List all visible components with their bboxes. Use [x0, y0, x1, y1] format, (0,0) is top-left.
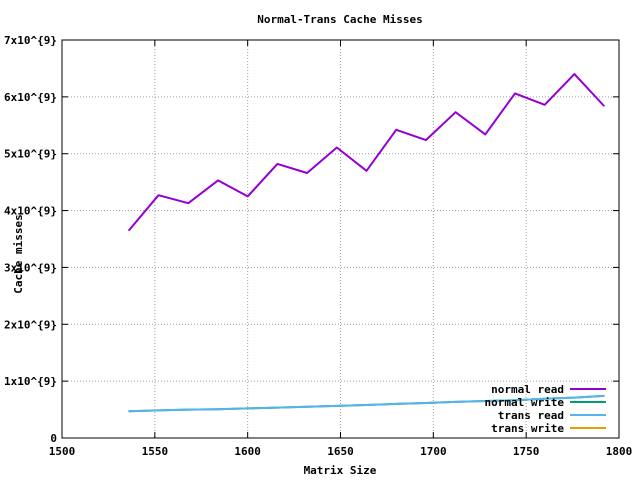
data-point-normal-read — [425, 139, 427, 141]
y-tick-label: 6x10^{9} — [4, 91, 57, 104]
data-point-normal-read — [484, 133, 486, 135]
x-tick-label: 1600 — [234, 445, 261, 458]
data-point-trans-read — [365, 404, 368, 406]
data-point-normal-read — [395, 129, 397, 131]
data-point-trans-read — [247, 407, 249, 410]
y-tick-label: 4x10^{9} — [4, 205, 57, 218]
y-tick-label: 7x10^{9} — [4, 34, 57, 47]
x-tick-label: 1650 — [327, 445, 354, 458]
y-tick-label: 3x10^{9} — [4, 261, 57, 274]
data-point-trans-read — [455, 401, 457, 403]
data-point-trans-read — [514, 399, 516, 401]
data-point-trans-read — [187, 408, 189, 411]
data-point-normal-read — [276, 163, 278, 165]
legend-label-normal-read: normal read — [491, 383, 564, 396]
data-point-normal-read — [247, 195, 249, 197]
data-point-trans-read — [573, 397, 576, 399]
x-tick-label: 1500 — [49, 445, 76, 458]
series-line-normal-read — [128, 73, 605, 232]
y-axis-label: Cache misses — [12, 214, 25, 293]
data-point-normal-read — [573, 73, 576, 75]
y-tick-label: 2x10^{9} — [4, 318, 57, 331]
data-point-normal-read — [544, 104, 546, 106]
data-point-trans-read — [603, 395, 605, 397]
data-point-trans-read — [544, 398, 546, 400]
data-point-normal-read — [514, 92, 516, 95]
x-axis-label: Matrix Size — [304, 464, 377, 477]
data-point-trans-read — [276, 406, 278, 409]
legend-label-trans-read: trans read — [498, 409, 564, 422]
data-point-normal-read — [217, 179, 219, 182]
y-tick-label: 0 — [50, 432, 57, 445]
data-point-normal-read — [603, 105, 605, 107]
data-point-normal-read — [336, 146, 338, 149]
y-tick-label: 5x10^{9} — [4, 148, 57, 161]
data-point-normal-read — [455, 111, 457, 113]
y-tick-label: 1x10^{9} — [4, 375, 57, 388]
data-point-trans-read — [395, 403, 397, 405]
data-point-normal-read — [365, 170, 368, 172]
tick-layer: 1500 1550 1600 1650 1700 1750 1800 0 1x10^{9} 2x1… — [4, 34, 632, 458]
data-point-trans-read — [306, 406, 308, 408]
data-point-normal-read — [187, 202, 189, 204]
chart-title: Normal-Trans Cache Misses — [257, 13, 423, 26]
data-point-trans-read — [425, 402, 427, 404]
x-tick-label: 1550 — [142, 445, 169, 458]
data-point-normal-read — [306, 172, 308, 174]
x-tick-label: 1750 — [513, 445, 540, 458]
legend-label-trans-write: trans write — [491, 422, 564, 435]
data-point-trans-read — [217, 408, 219, 410]
grid-layer — [62, 40, 619, 438]
legend-label-normal-write: normal write — [485, 396, 565, 409]
data-point-normal-read — [128, 229, 130, 232]
data-point-trans-read — [484, 400, 486, 402]
x-tick-label: 1700 — [420, 445, 447, 458]
x-tick-label: 1800 — [606, 445, 633, 458]
data-point-trans-read — [128, 410, 130, 412]
data-point-trans-read — [336, 405, 338, 407]
data-point-trans-read — [157, 409, 160, 412]
series-layer — [128, 73, 605, 413]
data-point-normal-read — [157, 194, 160, 196]
